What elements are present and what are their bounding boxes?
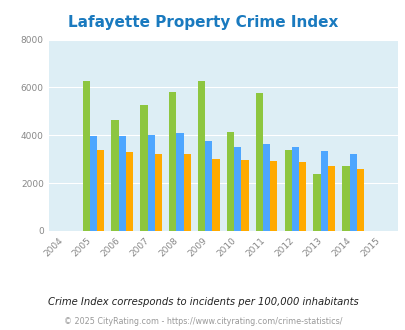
Bar	[205, 141, 212, 231]
Bar	[327, 166, 334, 231]
Bar	[255, 93, 262, 231]
Bar	[198, 81, 205, 231]
Bar	[269, 161, 277, 231]
Bar	[226, 132, 234, 231]
Bar	[356, 169, 363, 231]
Bar	[234, 147, 241, 231]
Bar	[241, 160, 248, 231]
Bar	[313, 174, 320, 231]
Bar	[183, 154, 190, 231]
Bar	[111, 120, 118, 231]
Bar	[97, 150, 104, 231]
Bar	[298, 162, 305, 231]
Bar	[320, 151, 327, 231]
Bar	[262, 145, 269, 231]
Bar	[83, 82, 90, 231]
Bar	[284, 150, 291, 231]
Bar	[118, 137, 126, 231]
Bar	[90, 137, 97, 231]
Bar	[341, 166, 349, 231]
Bar	[291, 147, 298, 231]
Bar	[154, 154, 162, 231]
Text: © 2025 CityRating.com - https://www.cityrating.com/crime-statistics/: © 2025 CityRating.com - https://www.city…	[64, 317, 341, 326]
Bar	[169, 92, 176, 231]
Bar	[212, 158, 219, 231]
Bar	[147, 135, 154, 231]
Text: Lafayette Property Crime Index: Lafayette Property Crime Index	[68, 15, 337, 30]
Bar	[140, 105, 147, 231]
Bar	[349, 154, 356, 231]
Bar	[176, 133, 183, 231]
Bar	[126, 152, 133, 231]
Text: Crime Index corresponds to incidents per 100,000 inhabitants: Crime Index corresponds to incidents per…	[47, 297, 358, 307]
